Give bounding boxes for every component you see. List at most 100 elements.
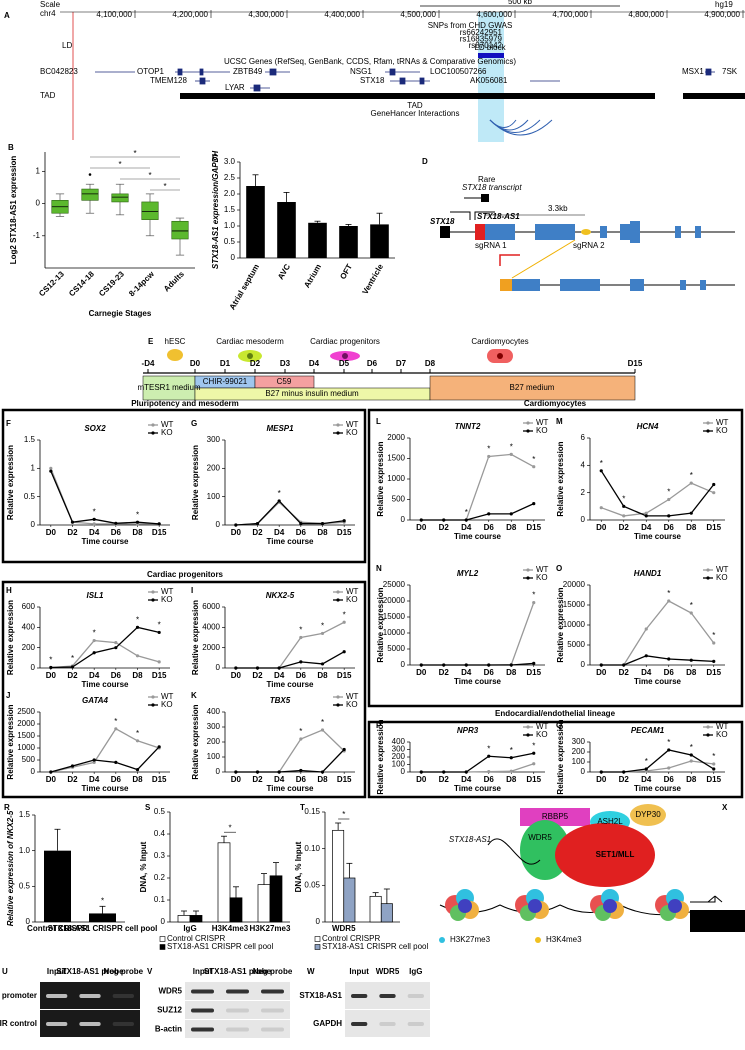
gel-column-label: IgG	[409, 967, 422, 976]
point	[234, 523, 238, 527]
legend-point	[336, 431, 340, 435]
y-tick-label: 200	[22, 643, 36, 652]
panel-letter: N	[376, 564, 382, 573]
x-tick-label: D0	[46, 671, 57, 680]
gel-band	[351, 1022, 368, 1026]
legend-point	[151, 590, 155, 594]
point	[509, 512, 513, 516]
significance: *	[114, 717, 117, 726]
gel-row-label: PIR control	[0, 1019, 37, 1028]
gel-band	[261, 989, 284, 994]
x-tick-label: D0	[416, 775, 427, 784]
legend-point	[706, 725, 710, 729]
y-tick-label: 0	[231, 253, 236, 262]
y-axis-label: Relative expression	[556, 719, 565, 794]
legend-label: KO	[346, 595, 358, 604]
snp-label: rs16835979	[460, 35, 503, 44]
significance: *	[136, 615, 139, 624]
bar	[44, 850, 71, 922]
section-heading: Endocardial/endothelial lineage	[495, 709, 616, 718]
series-line	[235, 749, 345, 773]
legend-swatch	[159, 936, 166, 942]
y-tick-label: 500	[22, 755, 36, 764]
gene-label: MSX1	[682, 67, 704, 76]
y-tick-label: 0.5	[24, 492, 36, 501]
bar	[229, 897, 243, 923]
point	[509, 663, 513, 667]
chart-title: MYL2	[457, 569, 479, 578]
point	[487, 454, 491, 459]
series-line	[50, 727, 160, 773]
point	[92, 758, 96, 762]
x-tick-label: D8	[506, 523, 517, 532]
panel-letter: D	[422, 157, 428, 166]
x-axis-label: Time course	[634, 784, 682, 793]
y-tick-label: 2000	[202, 643, 220, 652]
significance: *	[93, 629, 96, 638]
legend-label: KO	[536, 730, 548, 739]
x-tick-label: D4	[461, 523, 472, 532]
x-tick-label: D6	[296, 528, 307, 537]
legend-label: Control CRISPR	[167, 934, 225, 943]
panel-letter: A	[4, 11, 10, 20]
y-tick-label: 0.2	[154, 873, 166, 882]
x-tick-label: D15	[337, 775, 352, 784]
x-tick-label: D4	[89, 671, 100, 680]
x-axis-label: Time course	[454, 677, 502, 686]
day-label: D6	[367, 359, 378, 368]
legend-point	[336, 423, 340, 427]
legend-point	[706, 568, 710, 572]
series-line	[601, 760, 714, 773]
significance: *	[690, 743, 693, 752]
point	[114, 727, 118, 731]
x-tick-label: D8	[132, 671, 143, 680]
bar	[369, 895, 382, 923]
x-tick-label: D6	[484, 668, 495, 677]
outlier	[88, 173, 92, 176]
point	[299, 521, 303, 526]
point	[419, 770, 423, 774]
point	[487, 754, 491, 758]
significance: *	[321, 718, 324, 727]
position-label: 4,300,000	[248, 10, 284, 19]
legend-point	[336, 598, 340, 602]
day-label: D8	[425, 359, 436, 368]
day-label: D7	[396, 359, 407, 368]
point	[277, 499, 281, 503]
label: Rare	[478, 175, 496, 184]
y-tick-label: 1000	[17, 743, 35, 752]
series-line	[601, 655, 714, 666]
significance: *	[645, 757, 648, 766]
point	[644, 654, 648, 658]
x-tick-label: D15	[706, 523, 721, 532]
point	[277, 770, 281, 774]
point	[532, 661, 536, 666]
x-axis-label: Time course	[82, 537, 130, 546]
x-tick-label: D2	[439, 523, 450, 532]
ld-label: LD	[62, 41, 72, 50]
series-line	[235, 651, 345, 669]
series-line	[601, 482, 715, 517]
x-tick-label: D4	[461, 775, 472, 784]
chart-title: GATA4	[82, 696, 108, 705]
point	[135, 625, 140, 629]
legend-swatch	[314, 944, 321, 950]
y-tick-label: 0	[36, 199, 41, 208]
position-label: 4,700,000	[552, 10, 588, 19]
x-tick-label: 8-14pcw	[127, 269, 156, 298]
legend-label: WT	[346, 692, 359, 701]
x-tick-label: D0	[596, 775, 607, 784]
chart-title: HCN4	[637, 422, 659, 431]
point	[92, 522, 96, 526]
series-line	[421, 752, 534, 773]
series-line	[601, 749, 715, 773]
series-line	[421, 602, 535, 666]
gel-band	[261, 1008, 284, 1013]
point	[622, 504, 626, 508]
significance: *	[93, 507, 96, 516]
y-tick-label: 2.0	[224, 189, 236, 198]
y-tick-label: 1.0	[19, 846, 31, 855]
panel-letter: W	[307, 967, 315, 976]
y-tick-label: 0	[316, 917, 321, 926]
position-label: 4,500,000	[400, 10, 436, 19]
